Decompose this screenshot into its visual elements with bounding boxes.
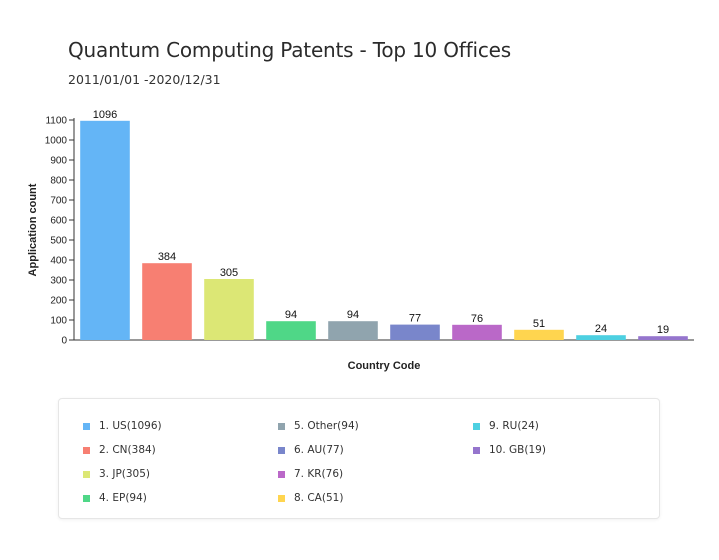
bar-cn <box>142 263 192 340</box>
legend-item[interactable]: 9. RU(24) <box>473 420 539 432</box>
bar-gb <box>638 336 688 340</box>
bar-value-label: 94 <box>347 309 359 321</box>
legend-item[interactable]: 3. JP(305) <box>83 468 150 480</box>
legend-label: 3. JP(305) <box>99 468 151 480</box>
y-tick-label: 800 <box>50 176 67 187</box>
legend-item[interactable]: 1. US(1096) <box>83 420 162 432</box>
legend-label: 5. Other(94) <box>294 420 359 432</box>
bar-value-label: 305 <box>220 267 238 279</box>
bar-value-label: 384 <box>158 251 176 263</box>
legend-label: 1. US(1096) <box>99 420 162 432</box>
chart-legend: 1. US(1096) 2. CN(384) 3. JP(305) 4. EP(94)… <box>58 398 660 519</box>
y-tick-label: 1000 <box>45 136 68 147</box>
bar-value-label: 94 <box>285 309 297 321</box>
legend-item[interactable]: 8. CA(51) <box>278 492 343 504</box>
y-tick-label: 1100 <box>45 116 67 127</box>
chart-subtitle: 2011/01/01 -2020/12/31 <box>68 72 221 87</box>
bar-au <box>390 324 440 340</box>
bar-kr <box>452 324 502 340</box>
y-tick-label: 200 <box>50 296 67 307</box>
bar-value-label: 24 <box>595 323 607 335</box>
bar-value-label: 1096 <box>93 109 117 121</box>
legend-swatch <box>83 494 90 502</box>
bar-ca <box>514 329 564 340</box>
legend-item[interactable]: 7. KR(76) <box>278 468 343 480</box>
y-tick-label: 600 <box>50 216 67 227</box>
legend-item[interactable]: 6. AU(77) <box>278 444 344 456</box>
legend-label: 6. AU(77) <box>294 444 344 456</box>
bar-value-label: 19 <box>657 324 669 336</box>
bar-ep <box>266 321 316 340</box>
legend-swatch <box>83 446 90 454</box>
bar-ru <box>576 335 626 340</box>
y-tick-label: 700 <box>50 196 67 207</box>
legend-item[interactable]: 10. GB(19) <box>473 444 546 456</box>
bar-value-label: 76 <box>471 313 483 325</box>
legend-item[interactable]: 2. CN(384) <box>83 444 156 456</box>
y-tick-label: 400 <box>50 256 67 267</box>
legend-label: 4. EP(94) <box>99 492 147 504</box>
bar-jp <box>204 279 254 340</box>
legend-label: 7. KR(76) <box>294 468 344 480</box>
legend-label: 8. CA(51) <box>294 492 344 504</box>
legend-label: 2. CN(384) <box>99 444 156 456</box>
legend-swatch <box>278 446 285 454</box>
bar-other <box>328 321 378 340</box>
y-tick-label: 900 <box>50 156 67 167</box>
bar-value-label: 51 <box>533 318 545 330</box>
y-tick-label: 300 <box>50 276 67 287</box>
chart-title: Quantum Computing Patents - Top 10 Offic… <box>68 38 511 62</box>
legend-swatch <box>278 494 285 502</box>
bar-chart: 0 100 200 300 400 500 600 700 800 900 1000 1100 Appl… <box>27 109 694 372</box>
x-axis-label: Country Code <box>348 360 421 372</box>
legend-label: 10. GB(19) <box>489 444 546 456</box>
bar-value-label: 77 <box>409 313 421 325</box>
legend-swatch <box>473 446 480 454</box>
bar-us <box>80 120 130 340</box>
y-axis-label: Application count <box>27 183 39 276</box>
legend-label: 9. RU(24) <box>489 420 539 432</box>
y-tick-label: 500 <box>50 236 67 247</box>
legend-swatch <box>83 470 90 478</box>
legend-swatch <box>278 470 285 478</box>
legend-item[interactable]: 4. EP(94) <box>83 492 147 504</box>
legend-swatch <box>278 422 285 430</box>
legend-swatch <box>83 422 90 430</box>
y-tick-label: 0 <box>61 336 67 347</box>
legend-swatch <box>473 422 480 430</box>
y-tick-label: 100 <box>50 316 67 327</box>
legend-item[interactable]: 5. Other(94) <box>278 420 359 432</box>
